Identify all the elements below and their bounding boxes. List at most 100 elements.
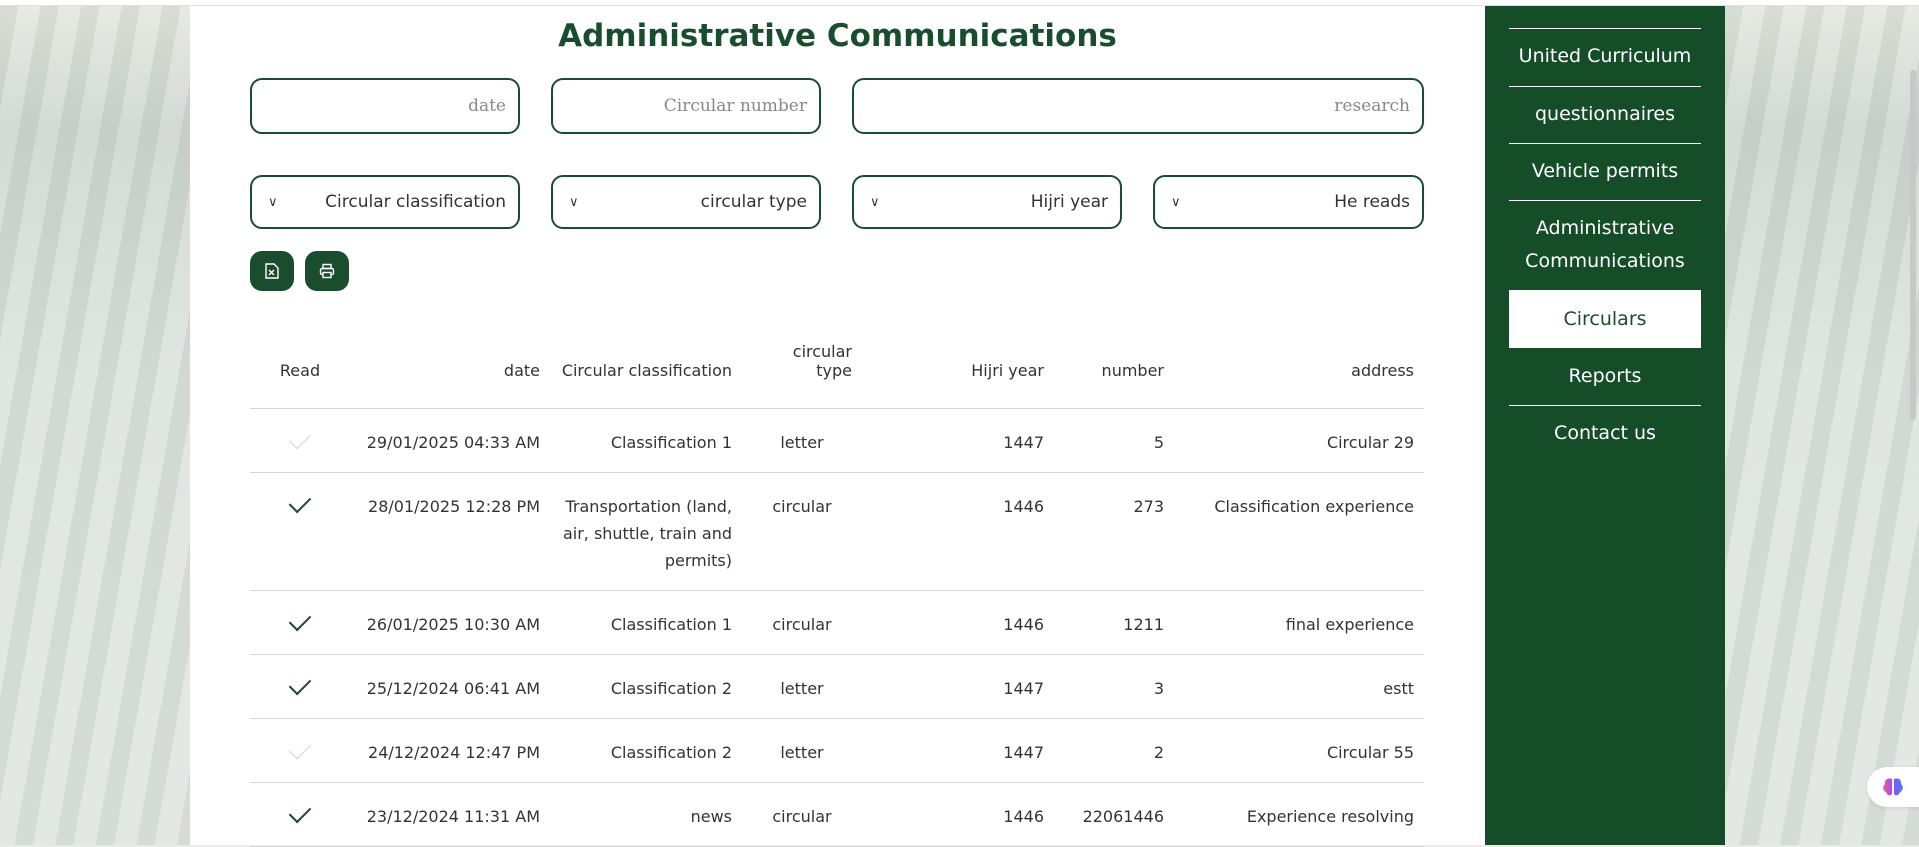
- cell-read: [250, 590, 350, 655]
- divider: [1509, 86, 1701, 87]
- date-placeholder: date: [468, 96, 506, 116]
- check-icon: [288, 608, 312, 631]
- cell-classification: Classification 2: [550, 718, 742, 783]
- divider: [1509, 28, 1701, 29]
- circular-number-placeholder: Circular number: [663, 96, 807, 116]
- search-placeholder: research: [1334, 96, 1410, 116]
- cell-type: circular: [742, 782, 862, 847]
- table-row[interactable]: 28/01/2025 12:28 PM Transportation (land,…: [250, 472, 1424, 591]
- sidebar-item-questionnaires[interactable]: questionnaires: [1534, 103, 1676, 125]
- cell-number: 2: [1054, 718, 1174, 783]
- check-icon: [288, 672, 312, 695]
- background-image: [0, 6, 190, 845]
- select-label: Circular classification: [325, 192, 506, 212]
- cell-number: 1211: [1054, 590, 1174, 655]
- cell-year: 1446: [862, 590, 1054, 655]
- cell-date: 23/12/2024 11:31 AM: [350, 782, 550, 847]
- check-icon: [288, 800, 312, 823]
- cell-number: 3: [1054, 654, 1174, 719]
- cell-year: 1447: [862, 718, 1054, 783]
- ai-assistant-button[interactable]: [1867, 767, 1919, 807]
- printer-icon: [319, 263, 335, 279]
- header-read[interactable]: Read: [250, 324, 350, 409]
- cell-classification: Classification 1: [550, 590, 742, 655]
- print-button[interactable]: [305, 251, 349, 291]
- search-input[interactable]: research: [852, 78, 1424, 134]
- cell-address: estt: [1174, 654, 1424, 719]
- check-icon: [288, 736, 312, 759]
- background-image: [1725, 6, 1919, 845]
- cell-address: Classification experience: [1174, 472, 1424, 591]
- scrollbar-thumb[interactable]: [1910, 70, 1916, 420]
- cell-date: 24/12/2024 12:47 PM: [350, 718, 550, 783]
- chevron-down-icon: ∨: [1171, 194, 1181, 210]
- select-label: Hijri year: [1030, 192, 1108, 212]
- header-classification[interactable]: Circular classification: [550, 324, 742, 409]
- cell-type: letter: [742, 718, 862, 783]
- chevron-down-icon: ∨: [268, 194, 278, 210]
- chevron-down-icon: ∨: [870, 194, 880, 210]
- header-date[interactable]: date: [350, 324, 550, 409]
- excel-file-icon: [265, 263, 279, 279]
- divider: [1509, 143, 1701, 144]
- classification-select[interactable]: ∨ Circular classification: [250, 175, 520, 229]
- cell-type: circular: [742, 590, 862, 655]
- cell-date: 29/01/2025 04:33 AM: [350, 408, 550, 473]
- browser-top-edge: [0, 0, 1919, 6]
- cell-classification: Transportation (land, air, shuttle, trai…: [550, 472, 742, 591]
- cell-read: [250, 472, 350, 591]
- chevron-down-icon: ∨: [569, 194, 579, 210]
- table-row[interactable]: 29/01/2025 04:33 AM Classification 1 lette…: [250, 408, 1424, 473]
- cell-read: [250, 718, 350, 783]
- sidebar-item-reports[interactable]: Reports: [1568, 365, 1642, 387]
- cell-address: Circular 29: [1174, 408, 1424, 473]
- cell-read: [250, 654, 350, 719]
- cell-year: 1446: [862, 782, 1054, 847]
- cell-read: [250, 782, 350, 847]
- cell-type: letter: [742, 408, 862, 473]
- sidebar-item-contact-us[interactable]: Contact us: [1554, 422, 1656, 444]
- sidebar-item-vehicle-permits[interactable]: Vehicle permits: [1531, 160, 1679, 182]
- sidebar-item-united-curriculum[interactable]: United Curriculum: [1518, 45, 1692, 67]
- divider: [1509, 200, 1701, 201]
- cell-classification: Classification 2: [550, 654, 742, 719]
- type-select[interactable]: ∨ circular type: [551, 175, 821, 229]
- circular-number-input[interactable]: Circular number: [551, 78, 821, 134]
- cell-number: 5: [1054, 408, 1174, 473]
- cell-address: Circular 55: [1174, 718, 1424, 783]
- table-header-row: Read date Circular classification circul…: [250, 324, 1424, 409]
- cell-year: 1447: [862, 654, 1054, 719]
- cell-year: 1446: [862, 472, 1054, 591]
- cell-date: 26/01/2025 10:30 AM: [350, 590, 550, 655]
- cell-address: Experience resolving: [1174, 782, 1424, 847]
- table-row[interactable]: 25/12/2024 06:41 AM Classification 2 lette…: [250, 654, 1424, 719]
- cell-date: 28/01/2025 12:28 PM: [350, 472, 550, 591]
- header-year[interactable]: Hijri year: [862, 324, 1054, 409]
- cell-type: circular: [742, 472, 862, 591]
- cell-address: final experience: [1174, 590, 1424, 655]
- check-icon: [288, 490, 312, 513]
- hijri-year-select[interactable]: ∨ Hijri year: [852, 175, 1122, 229]
- cell-read: [250, 408, 350, 473]
- read-status-select[interactable]: ∨ He reads: [1153, 175, 1424, 229]
- export-excel-button[interactable]: [250, 251, 294, 291]
- sidebar-item-circulars[interactable]: Circulars: [1509, 290, 1701, 348]
- brain-icon: [1883, 778, 1903, 796]
- cell-date: 25/12/2024 06:41 AM: [350, 654, 550, 719]
- sidebar: United Curriculum questionnaires Vehicle…: [1485, 6, 1725, 845]
- cell-year: 1447: [862, 408, 1054, 473]
- header-number[interactable]: number: [1054, 324, 1174, 409]
- table-row[interactable]: 23/12/2024 11:31 AM news circular 1446 22061…: [250, 782, 1424, 847]
- select-label: circular type: [700, 192, 807, 212]
- cell-number: 273: [1054, 472, 1174, 591]
- cell-classification: news: [550, 782, 742, 847]
- page-title: Administrative Communications: [558, 18, 1117, 54]
- header-type[interactable]: circular type: [742, 324, 862, 409]
- date-input[interactable]: date: [250, 78, 520, 134]
- cell-number: 22061446: [1054, 782, 1174, 847]
- table-row[interactable]: 26/01/2025 10:30 AM Classification 1 circu…: [250, 590, 1424, 655]
- cell-classification: Classification 1: [550, 408, 742, 473]
- header-address[interactable]: address: [1174, 324, 1424, 409]
- sidebar-item-administrative-communications[interactable]: Administrative Communications: [1525, 217, 1685, 272]
- table-row[interactable]: 24/12/2024 12:47 PM Classification 2 lette…: [250, 718, 1424, 783]
